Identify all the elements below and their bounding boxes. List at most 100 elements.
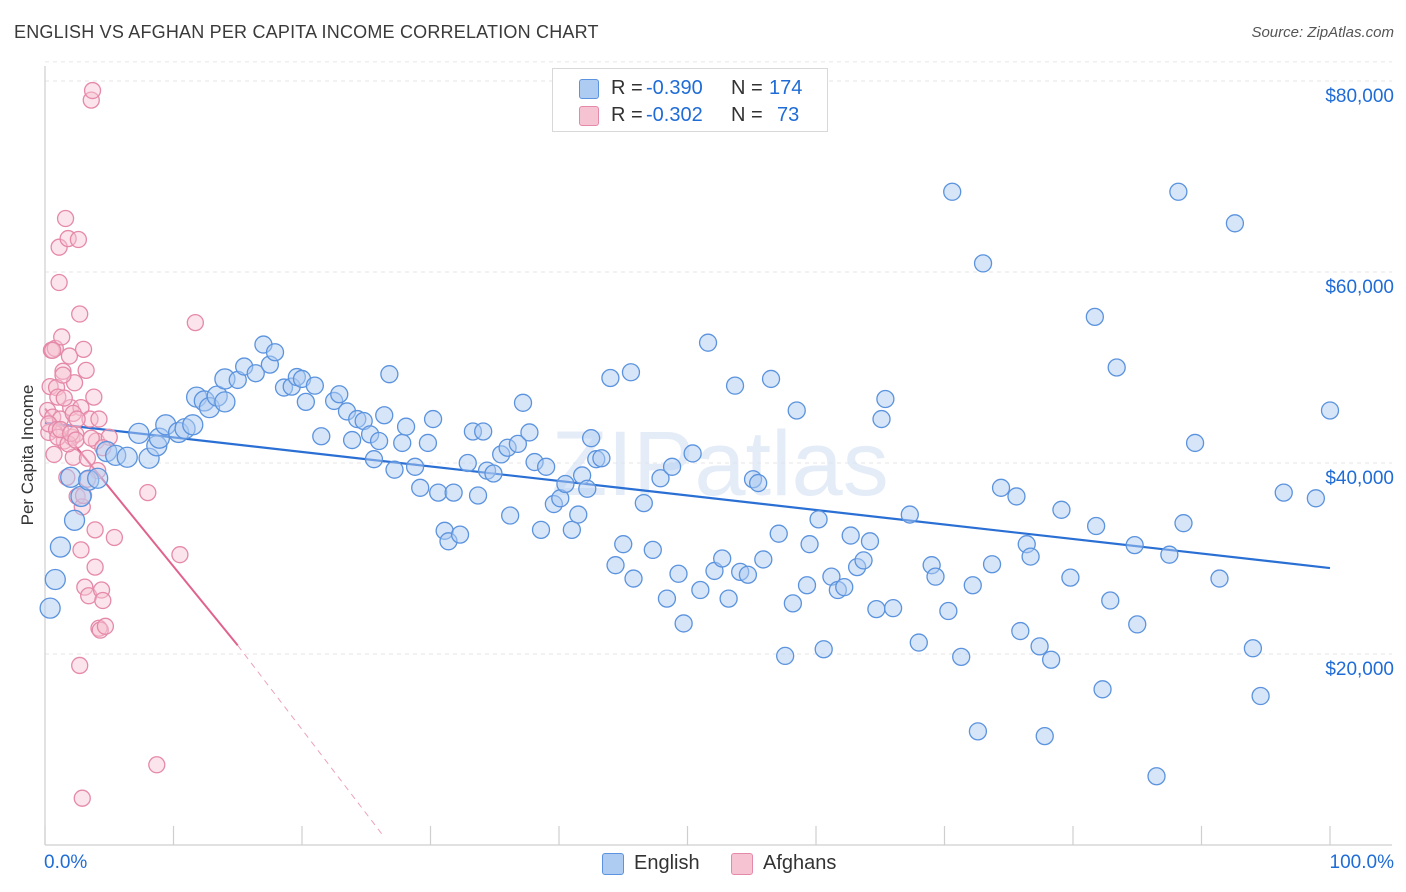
english-point <box>513 393 533 412</box>
english-point <box>569 505 588 524</box>
english-point <box>182 414 204 436</box>
english-point <box>501 506 520 525</box>
english-point <box>508 434 528 454</box>
english-swatch <box>579 79 599 99</box>
afghan-point <box>105 528 124 547</box>
afghan-point <box>148 756 166 774</box>
english-point <box>1243 639 1263 658</box>
english-point <box>458 453 477 473</box>
english-point <box>1011 621 1030 641</box>
english-point <box>1125 535 1144 555</box>
english-point <box>116 446 138 468</box>
english-point <box>872 409 891 429</box>
english-point <box>214 391 236 413</box>
chart-title: ENGLISH VS AFGHAN PER CAPITA INCOME CORR… <box>14 22 599 42</box>
afghan-point <box>69 230 88 249</box>
english-point <box>624 569 643 588</box>
afghan-point <box>171 546 189 564</box>
afghan-point <box>51 420 70 439</box>
english-point <box>1160 545 1179 564</box>
english-point <box>450 525 470 544</box>
english-point <box>683 444 702 463</box>
english-point <box>312 427 331 446</box>
english-point <box>1210 569 1229 588</box>
afghan-point <box>76 578 94 596</box>
english-point <box>1061 568 1080 587</box>
english-point <box>776 646 795 666</box>
afghan-point <box>72 541 90 559</box>
english-point <box>991 478 1011 497</box>
x-tick-label-min: 0.0% <box>44 852 88 873</box>
english-point <box>621 363 641 382</box>
english-point <box>468 486 488 505</box>
afghan-point <box>45 445 63 464</box>
english-point <box>1007 487 1026 506</box>
english-point <box>1225 214 1245 233</box>
afghan-point <box>86 521 104 539</box>
afghan-n-label: N = <box>731 104 763 126</box>
legend-row-english: R = -0.390 N = 174 <box>553 75 827 101</box>
afghan-points <box>38 81 204 807</box>
english-point <box>592 449 611 468</box>
english-point <box>943 182 962 201</box>
english-point <box>87 467 109 489</box>
afghans-legend-label: Afghans <box>763 852 837 874</box>
english-point <box>39 597 61 619</box>
afghan-point <box>186 313 204 332</box>
english-point <box>835 578 854 597</box>
english-point <box>674 614 693 633</box>
afghan-point <box>55 389 73 407</box>
english-point <box>939 601 958 621</box>
grid-lines <box>45 61 1392 655</box>
english-point <box>841 526 860 545</box>
afghan-point <box>90 410 108 428</box>
afghan-point <box>96 617 115 635</box>
english-r-value: -0.390 <box>646 77 703 99</box>
english-point <box>375 406 394 425</box>
afghan-point <box>56 209 75 228</box>
english-point <box>719 589 738 608</box>
english-trend-line <box>44 421 1331 570</box>
english-point <box>418 433 438 453</box>
english-point <box>63 509 86 531</box>
y-tick-label-40000: $40,000 <box>1325 468 1394 489</box>
english-point <box>1030 637 1049 656</box>
english-point <box>246 364 265 383</box>
afghan-point <box>82 429 100 447</box>
afghan-point <box>94 591 112 610</box>
english-point <box>797 576 817 595</box>
english-point <box>556 474 575 494</box>
afghan-point <box>71 656 89 675</box>
english-point <box>364 450 384 469</box>
afghan-point <box>83 81 102 100</box>
afghan-point <box>85 388 103 406</box>
english-point <box>49 536 72 558</box>
english-point <box>1093 680 1112 699</box>
afghan-trend-extension <box>237 645 384 836</box>
english-point <box>429 483 448 502</box>
english-point <box>643 540 662 560</box>
series-legend: English Afghans <box>0 852 1406 880</box>
afghan-point <box>54 366 72 384</box>
english-point <box>876 389 895 409</box>
english-point <box>1042 650 1061 669</box>
afghan-swatch <box>579 106 599 126</box>
y-tick-label-60000: $60,000 <box>1325 277 1394 298</box>
english-point <box>662 457 682 476</box>
english-point <box>411 478 430 497</box>
english-points <box>39 182 1340 786</box>
english-point <box>128 422 150 445</box>
english-n-value: 174 <box>769 77 803 99</box>
english-point <box>474 422 493 441</box>
english-point <box>601 368 620 388</box>
english-point <box>800 535 819 554</box>
english-point <box>725 376 745 395</box>
english-point <box>1107 358 1126 377</box>
english-point <box>265 343 285 362</box>
afghan-point <box>71 305 89 323</box>
afghan-point <box>53 328 71 346</box>
afghan-point <box>68 410 86 428</box>
english-point <box>749 473 768 493</box>
english-point <box>1147 767 1166 786</box>
